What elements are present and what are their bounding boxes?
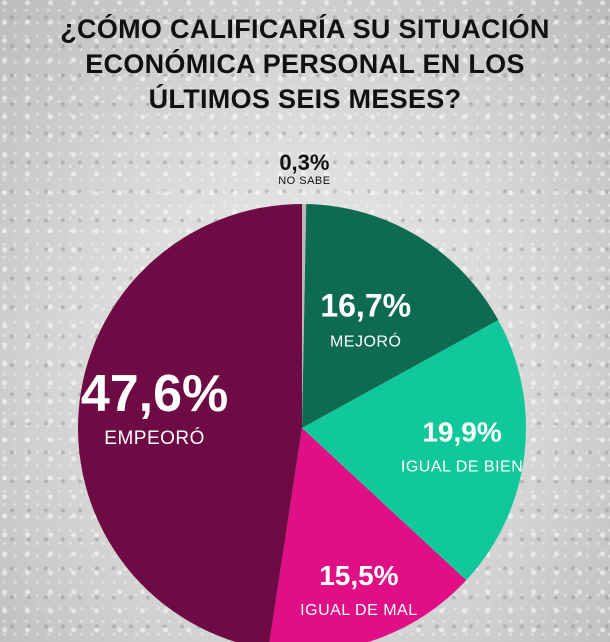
pie-slice-2 <box>302 204 499 428</box>
pie-slice-4 <box>269 428 467 642</box>
pie-slice-3 <box>302 320 527 581</box>
title-line-1: ¿CÓMO CALIFICARÍA SU SITUACIÓN <box>60 14 550 44</box>
chart-title: ¿CÓMO CALIFICARÍA SU SITUACIÓN ECONÓMICA… <box>0 12 610 117</box>
slice-value-label-1: 0,3% <box>279 150 329 175</box>
pie-slice-5 <box>78 204 302 642</box>
pie-slices <box>78 204 527 642</box>
title-line-3: ÚLTIMOS SEIS MESES? <box>148 84 462 114</box>
slice-value-label-5: 47,6% <box>81 365 228 423</box>
slice-value-label-2: 16,7% <box>320 288 411 324</box>
slice-category-label-2: MEJORÓ <box>330 332 401 351</box>
slice-category-label-3: IGUAL DE BIEN <box>401 459 523 476</box>
slice-category-label-5: EMPEORÓ <box>104 427 205 449</box>
pie-labels: 0,3%NO SABE 16,7% MEJORÓ 19,9% IGUAL DE BIEN… <box>81 150 523 619</box>
slice-value-label-4: 15,5% <box>319 560 398 591</box>
slice-category-label-1: NO SABE <box>278 175 330 187</box>
pie-slice-1 <box>302 204 307 428</box>
slice-value-label-3: 19,9% <box>422 417 501 448</box>
slice-category-label-4: IGUAL DE MAL <box>300 602 417 619</box>
title-line-2: ECONÓMICA PERSONAL EN LOS <box>85 49 525 79</box>
